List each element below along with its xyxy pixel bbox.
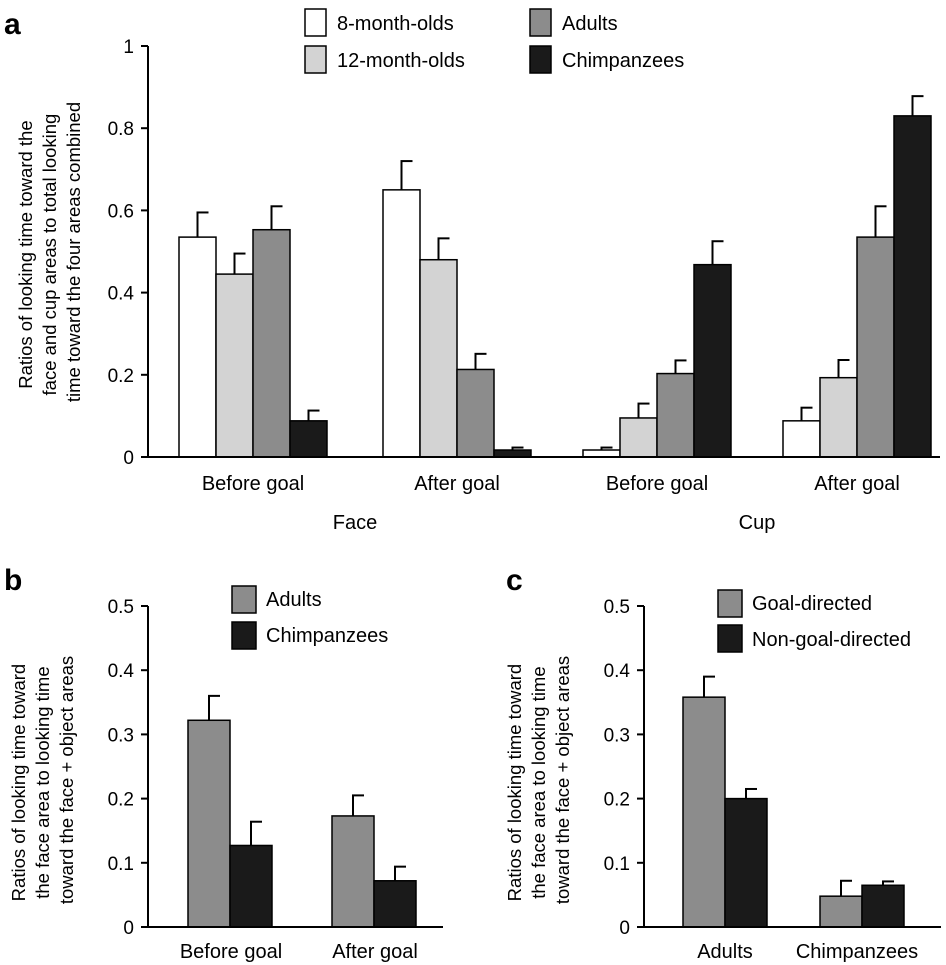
bar-goal-directed (682, 696, 726, 928)
bar-non-goal-directed (724, 797, 768, 928)
bar-8-month-olds (382, 189, 421, 458)
bar-non-goal-directed (861, 884, 905, 928)
bar-12-month-olds (819, 376, 858, 458)
panel-c-ylabel-line: the face area to looking time (528, 666, 549, 898)
y-tick-label: 0 (123, 448, 134, 469)
y-tick-label: 0 (123, 918, 134, 939)
panel-a-y-ticks: 0 0.2 0.4 0.6 0.8 1 (108, 37, 148, 469)
category-label: After goal (814, 473, 900, 495)
legend-swatch-12-month-olds (304, 45, 327, 74)
y-tick-label: 0.2 (108, 790, 134, 811)
panel-a: a Ratios of looking time toward the face… (4, 8, 940, 534)
legend-swatch-chimpanzees (231, 621, 257, 650)
group-label-face: Face (333, 512, 377, 534)
panel-c-ylabel-line: toward the face + object areas (552, 656, 573, 904)
y-tick-label: 0.3 (604, 725, 630, 746)
legend-label: Chimpanzees (266, 625, 388, 647)
y-tick-label: 0.1 (108, 854, 134, 875)
y-tick-label: 0 (619, 918, 630, 939)
panel-b-ylabel-line: Ratios of looking time toward (8, 664, 29, 902)
category-label: Before goal (202, 473, 304, 495)
bar-8-month-olds (582, 449, 621, 458)
legend-swatch-chimpanzees (529, 45, 552, 74)
legend-label: 12-month-olds (337, 50, 465, 72)
bar-12-month-olds (215, 273, 254, 458)
bar-adults (187, 719, 231, 928)
legend-label: Adults (266, 589, 322, 611)
category-label: After goal (414, 473, 500, 495)
legend-swatch-8-month-olds (304, 8, 327, 37)
panel-a-category-labels: Before goal After goal Before goal After… (202, 473, 900, 534)
panel-a-ylabel-line: face and cup areas to total looking (39, 114, 60, 396)
panel-b-ylabel-line: toward the face + object areas (56, 656, 77, 904)
panel-b: b Ratios of looking time toward the face… (4, 564, 443, 963)
category-label: Before goal (180, 941, 282, 963)
category-label: Before goal (606, 473, 708, 495)
y-tick-label: 0.4 (604, 661, 631, 682)
legend-label: Adults (562, 13, 618, 35)
legend-swatch-adults (529, 8, 552, 37)
legend-label: Non-goal-directed (752, 629, 911, 651)
bar-adults (252, 228, 291, 458)
bar-goal-directed (819, 895, 863, 928)
panel-c-y-ticks: 0 0.1 0.2 0.3 0.4 0.5 (604, 597, 644, 939)
legend-label: Chimpanzees (562, 50, 684, 72)
group-label-cup: Cup (739, 512, 776, 534)
panel-c: c Ratios of looking time toward the face… (504, 564, 941, 963)
y-tick-label: 0.5 (108, 597, 134, 618)
panel-c-ylabel-line: Ratios of looking time toward (504, 664, 525, 902)
category-label: Chimpanzees (796, 941, 918, 963)
legend-label: Goal-directed (752, 593, 872, 615)
bar-adults (856, 236, 895, 458)
panel-b-legend: Adults Chimpanzees (231, 585, 388, 650)
panel-a-ylabel-line: Ratios of looking time toward the (15, 120, 36, 388)
bar-12-month-olds (619, 417, 658, 458)
y-tick-label: 0.3 (108, 725, 134, 746)
panel-letter-a: a (4, 8, 21, 41)
legend-swatch-goal-directed (717, 589, 743, 618)
y-tick-label: 0.6 (108, 201, 134, 222)
panel-b-ylabel: Ratios of looking time toward the face a… (8, 656, 77, 904)
category-label: Adults (697, 941, 753, 963)
panel-letter-b: b (4, 564, 22, 597)
panel-a-legend: 8-month-olds 12-month-olds Adults Chimpa… (304, 8, 684, 74)
panel-c-ylabel: Ratios of looking time toward the face a… (504, 656, 573, 904)
legend-label: 8-month-olds (337, 13, 454, 35)
bar-adults (656, 372, 695, 458)
y-tick-label: 0.5 (604, 597, 630, 618)
y-tick-label: 0.8 (108, 119, 134, 140)
y-tick-label: 0.1 (604, 854, 630, 875)
bar-adults (331, 815, 375, 928)
bar-chimpanzees (373, 880, 417, 928)
legend-swatch-adults (231, 585, 257, 614)
legend-swatch-non-goal-directed (717, 624, 743, 653)
y-tick-label: 0.2 (108, 366, 134, 387)
bar-chimpanzees (693, 263, 732, 458)
bar-8-month-olds (782, 420, 821, 458)
panel-b-y-ticks: 0 0.1 0.2 0.3 0.4 0.5 (108, 597, 148, 939)
bar-8-month-olds (178, 236, 217, 458)
bar-12-month-olds (419, 258, 458, 458)
y-tick-label: 0.4 (108, 284, 135, 305)
y-tick-label: 0.4 (108, 661, 135, 682)
panel-letter-c: c (506, 564, 523, 597)
bar-chimpanzees (289, 420, 328, 458)
bar-chimpanzees (493, 449, 532, 458)
panel-b-bars (187, 694, 417, 928)
bar-adults (456, 368, 495, 458)
panel-a-ylabel: Ratios of looking time toward the face a… (15, 102, 84, 402)
panel-b-ylabel-line: the face area to looking time (32, 666, 53, 898)
panel-c-bars (682, 675, 905, 928)
category-label: After goal (332, 941, 418, 963)
y-tick-label: 0.2 (604, 790, 630, 811)
y-tick-label: 1 (123, 37, 134, 58)
panel-c-legend: Goal-directed Non-goal-directed (717, 589, 911, 653)
bar-chimpanzees (893, 115, 932, 458)
panel-a-bars (178, 95, 932, 458)
bar-chimpanzees (229, 844, 273, 928)
panel-a-ylabel-line: time toward the four areas combined (63, 102, 84, 402)
